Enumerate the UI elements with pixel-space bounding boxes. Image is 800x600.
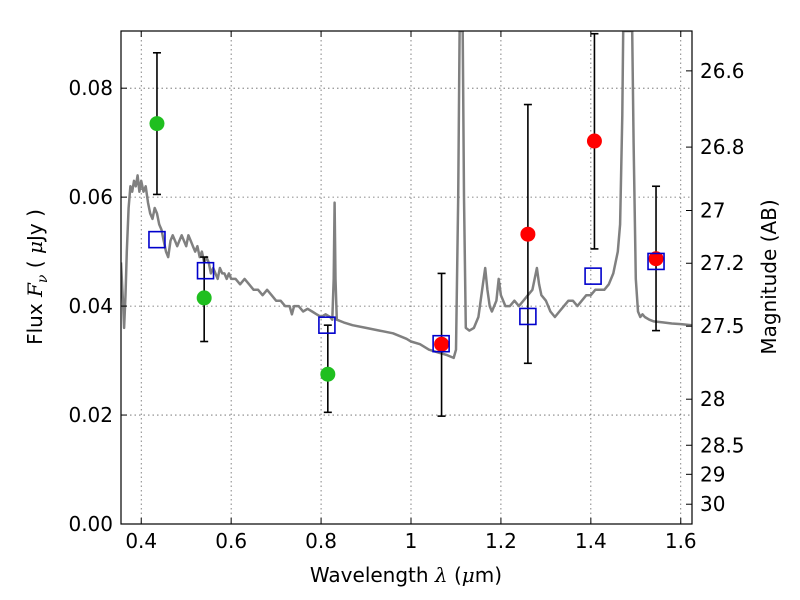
y2-axis-label: Magnitude (AB)	[757, 199, 781, 354]
y-tick-label: 0.02	[68, 403, 113, 427]
observed-points	[149, 116, 664, 382]
y-tick-label: 0.06	[68, 185, 113, 209]
x-tick-label: 1.2	[485, 529, 517, 553]
y2-tick-label: 27.5	[700, 314, 745, 338]
y2-tick-label: 28.5	[700, 433, 745, 457]
observed-point	[149, 116, 165, 132]
x-tick-label: 1.6	[665, 529, 697, 553]
observed-point	[520, 226, 536, 242]
x-tick-label: 0.4	[125, 529, 157, 553]
y2-tick-label: 28	[700, 387, 725, 411]
y2-tick-label: 27	[700, 199, 725, 223]
x-ticks: 0.4 0.6 0.8 1 1.2 1.4 1.6	[125, 31, 697, 553]
x-tick-label: 1.4	[575, 529, 607, 553]
y2-tick-label: 29	[700, 462, 725, 486]
x-tick-label: 0.8	[305, 529, 337, 553]
y2-tick-label: 30	[700, 492, 725, 516]
observed-point	[196, 290, 212, 306]
model-points	[148, 230, 665, 353]
plot-frame	[120, 30, 693, 525]
y-ticks: 0.00 0.02 0.04 0.06 0.08	[68, 76, 127, 536]
model-point	[196, 261, 215, 280]
sed-curve-layer	[121, 31, 692, 360]
y2-tick-label: 26.6	[700, 59, 745, 83]
model-point	[519, 307, 537, 326]
y2-tick-label: 27.2	[700, 251, 745, 275]
x-tick-label: 1	[405, 529, 418, 553]
y-tick-label: 0.04	[68, 294, 113, 318]
model-point	[318, 316, 336, 334]
model-point	[432, 334, 450, 353]
y-axis-label: Flux Fν ( μJy )	[23, 209, 51, 345]
model-point	[584, 267, 602, 285]
model-point	[647, 252, 665, 271]
y-tick-label: 0.00	[68, 512, 113, 536]
x-axis-label: Wavelength λ (μm)	[310, 563, 502, 587]
grid	[121, 31, 692, 524]
model-point	[148, 230, 166, 249]
observed-point	[648, 251, 664, 267]
y2-ticks: 26.6 26.8 27 27.2 27.5 28 28.5 29 30	[686, 59, 745, 516]
observed-point	[320, 366, 336, 382]
observed-point	[434, 336, 450, 352]
x-tick-label: 0.6	[215, 529, 247, 553]
y-tick-label: 0.08	[68, 76, 113, 100]
sed-model-curve	[121, 31, 692, 360]
y2-tick-label: 26.8	[700, 135, 745, 159]
observed-point	[586, 133, 602, 149]
